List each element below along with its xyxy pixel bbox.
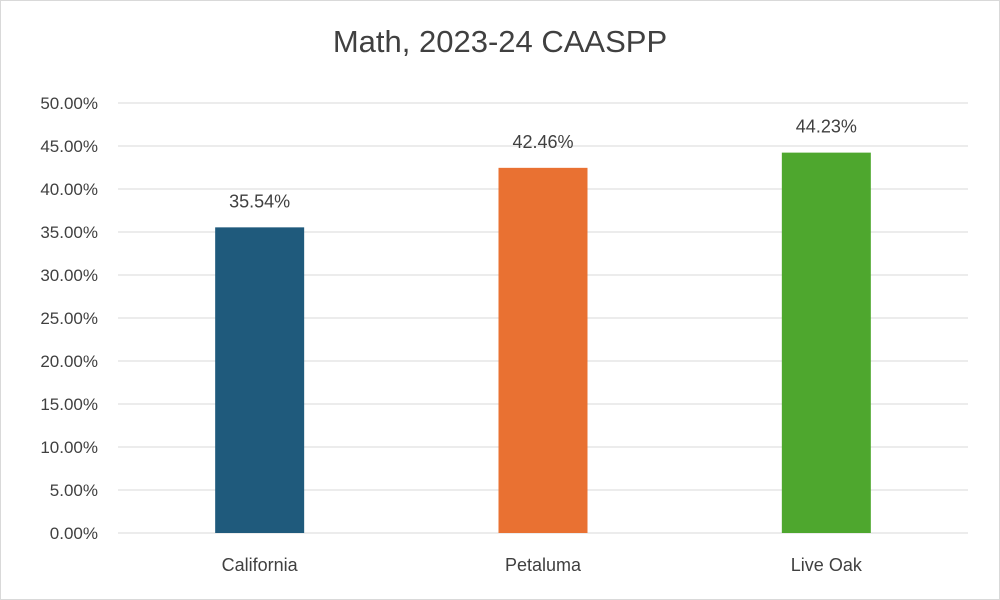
y-tick-label: 15.00% [40,395,98,414]
y-axis-tick-labels: 0.00% 5.00% 10.00% 15.00% 20.00% 25.00% 30.00%… [40,94,98,543]
y-tick-label: 35.00% [40,223,98,242]
category-labels: California Petaluma Live Oak [222,555,863,575]
y-tick-label: 20.00% [40,352,98,371]
y-tick-label: 0.00% [50,524,98,543]
y-tick-label: 30.00% [40,266,98,285]
y-tick-label: 5.00% [50,481,98,500]
category-label: California [222,555,299,575]
data-label: 44.23% [796,117,857,137]
bar [498,167,588,533]
data-label: 35.54% [229,191,290,211]
data-label: 42.46% [512,132,573,152]
bar [215,227,305,533]
y-tick-label: 10.00% [40,438,98,457]
chart-title: Math, 2023-24 CAASPP [332,24,668,59]
y-tick-label: 25.00% [40,309,98,328]
category-label: Live Oak [791,555,863,575]
bars [215,152,871,533]
y-tick-label: 45.00% [40,137,98,156]
data-labels: 35.54% 42.46% 44.23% [229,117,857,212]
bar [781,152,871,533]
y-tick-label: 50.00% [40,94,98,113]
y-tick-label: 40.00% [40,180,98,199]
category-label: Petaluma [505,555,582,575]
